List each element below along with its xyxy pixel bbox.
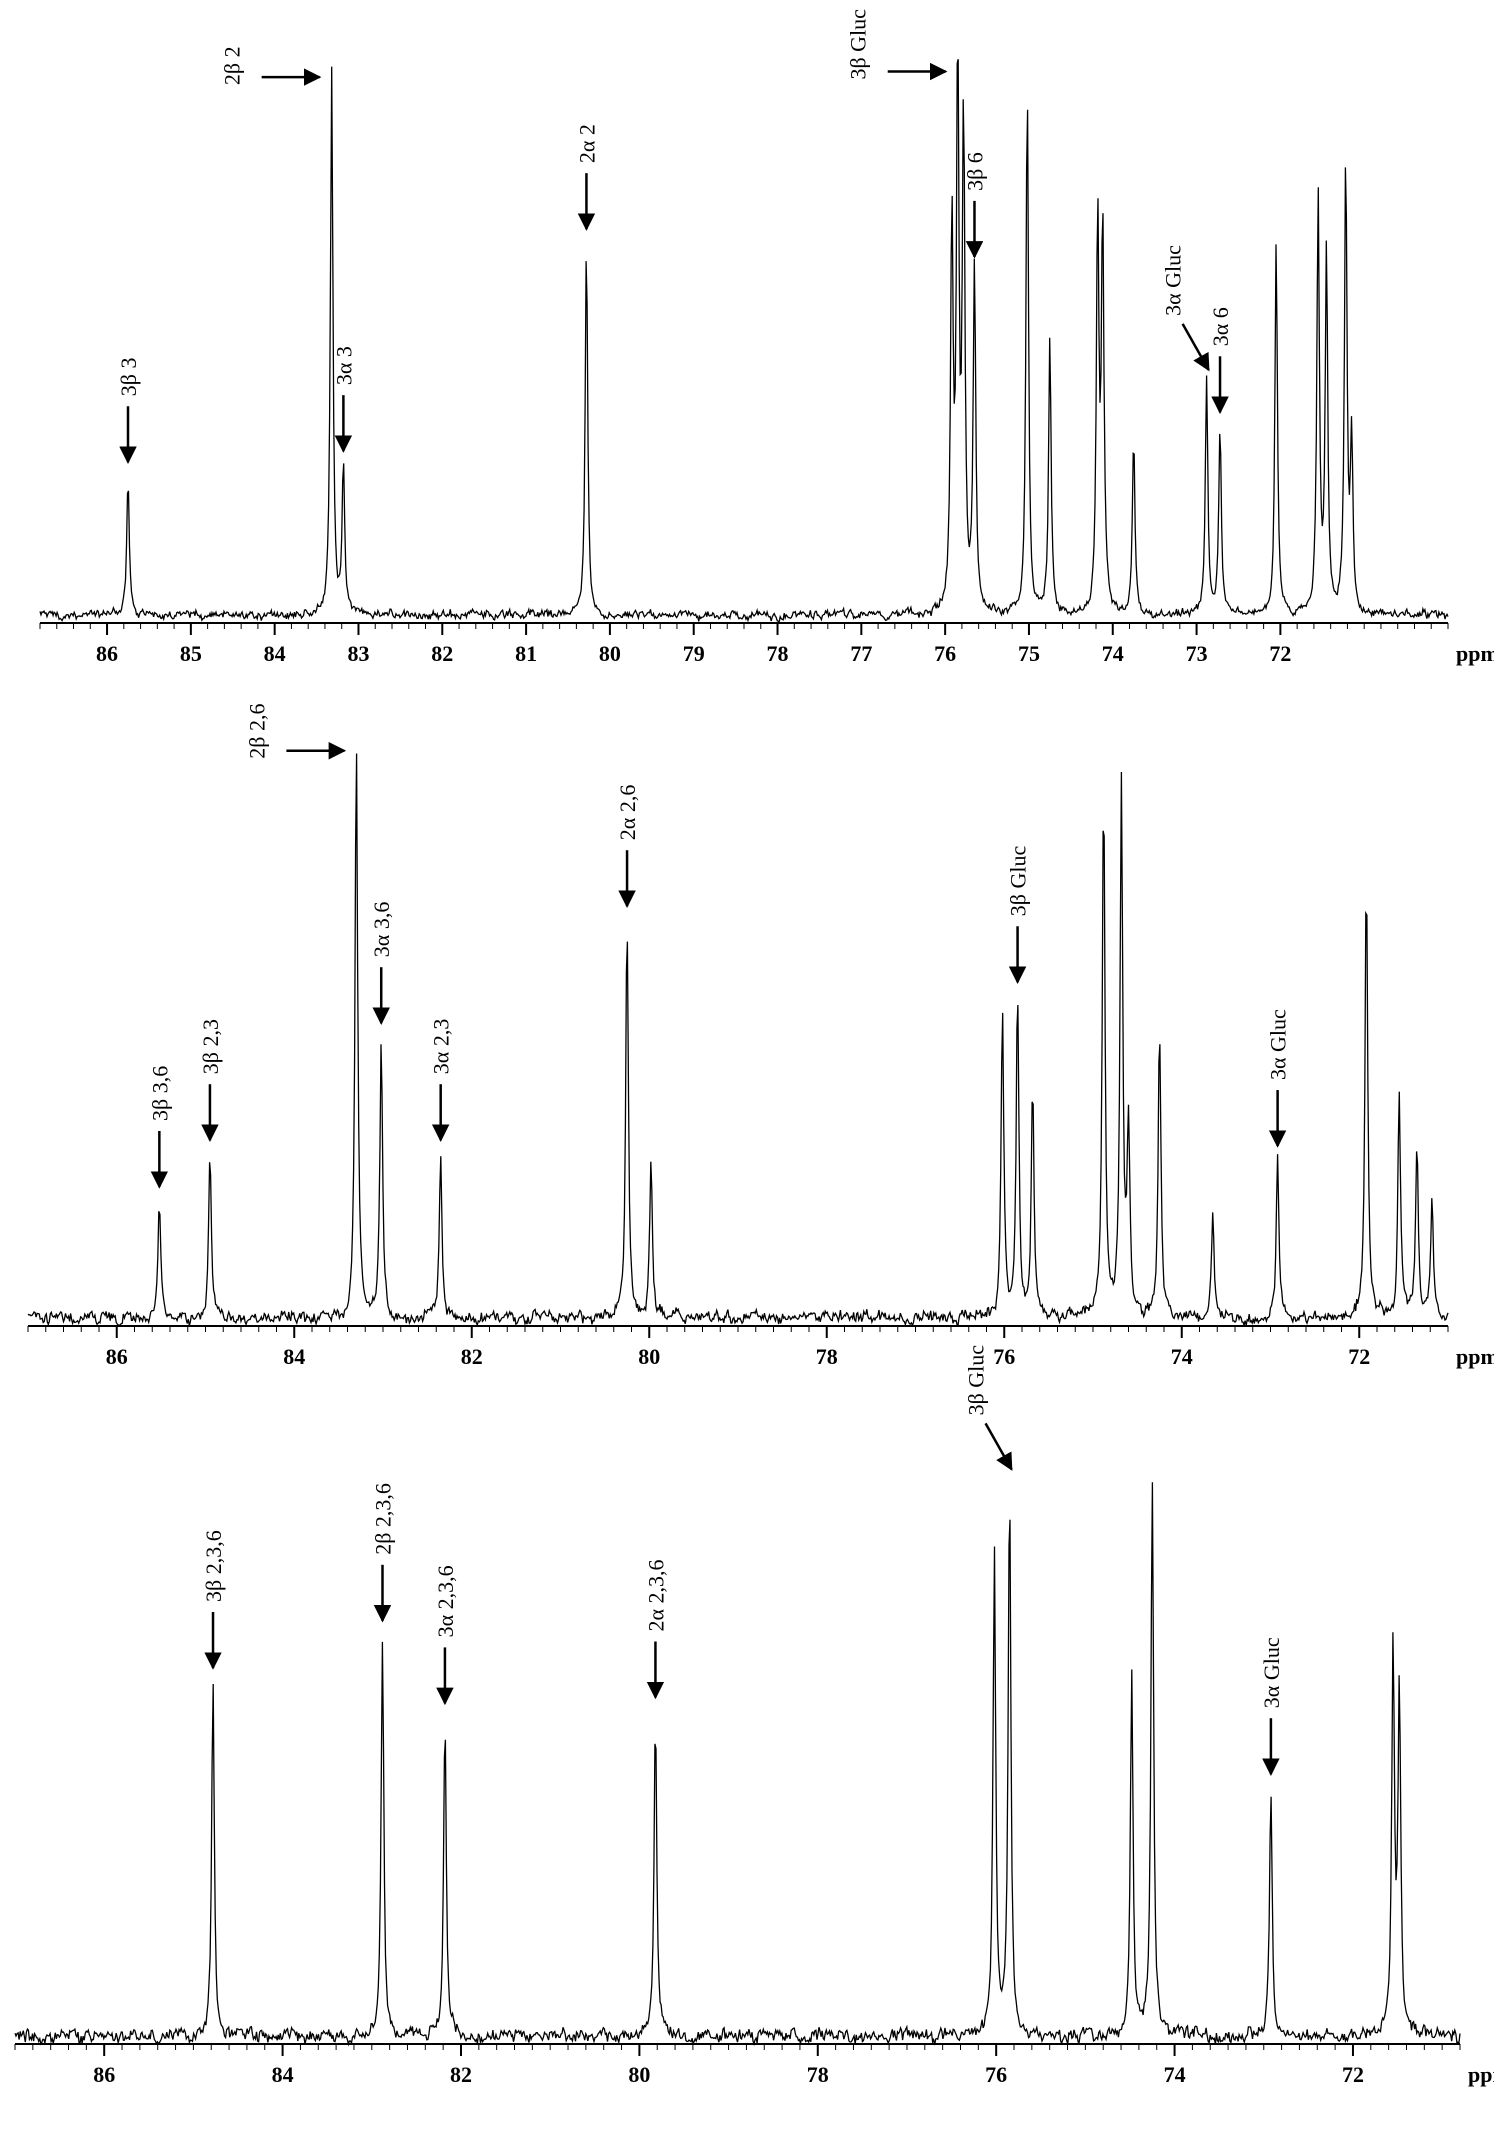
spectrum-trace (27, 753, 1449, 1328)
tick-label: 80 (628, 2062, 650, 2087)
peak-label: 3β Gluc (846, 9, 871, 80)
tick-label: 84 (283, 1344, 305, 1369)
peak-label: 3α Gluc (1161, 245, 1186, 316)
spectrum-panel-1: 86 85 84 83 82 81 80 79 78 77 76 75 74 73 72 ppm 3β 3 2β … (39, 9, 1494, 666)
peak-label: 3α Gluc (1266, 1009, 1291, 1080)
tick-label: 82 (461, 1344, 483, 1369)
tick-label: 81 (515, 641, 537, 666)
peak-annotation: 2β 2,6 (244, 703, 347, 760)
tick-label: 74 (1102, 641, 1124, 666)
tick-label: 72 (1342, 2062, 1364, 2087)
peak-annotation: 3β 3,6 (147, 1066, 172, 1189)
peak-annotation: 2β 2 (220, 46, 322, 86)
peak-annotation: 3α Gluc (1161, 245, 1210, 372)
peak-annotation: 3β 3 (116, 358, 141, 464)
peak-label: 3β 6 (962, 152, 987, 191)
unit-label: ppm (1468, 2062, 1494, 2087)
arrow-diagonal-icon (984, 1422, 1013, 1471)
tick-label: 86 (96, 641, 118, 666)
peak-annotation: 3α Gluc (1266, 1009, 1291, 1148)
tick-label: 84 (272, 2062, 294, 2087)
tick-label: 82 (431, 641, 453, 666)
peak-label: 3α 2,3,6 (433, 1565, 458, 1637)
tick-label: 85 (180, 641, 202, 666)
peak-label: 3β 2,3 (198, 1019, 223, 1074)
tick-label: 86 (106, 1344, 128, 1369)
tick-label: 76 (993, 1344, 1015, 1369)
peak-annotation: 3α 2,3 (429, 1019, 454, 1142)
peak-annotation: 2β 2,3,6 (370, 1483, 395, 1623)
tick-label: 82 (450, 2062, 472, 2087)
peak-annotation: 3α 3 (331, 346, 356, 453)
peak-annotation: 3β 2,3,6 (201, 1530, 226, 1670)
tick-label: 76 (934, 641, 956, 666)
peak-label: 2β 2 (220, 46, 245, 85)
peak-label: 3α Gluc (1259, 1637, 1284, 1708)
tick-label: 72 (1269, 641, 1291, 666)
peak-label: 3β 3,6 (147, 1066, 172, 1121)
peak-annotation: 2α 2,6 (615, 785, 640, 908)
spectrum-panel-2: 86 84 82 80 78 76 74 72 ppm 3β 3,6 3β 2,3 2β 2,6 3α … (27, 703, 1494, 1369)
tick-label: 80 (638, 1344, 660, 1369)
spectrum-trace (39, 59, 1449, 624)
tick-label: 73 (1186, 641, 1208, 666)
peak-annotation: 3β Gluc (846, 9, 948, 81)
peak-annotation: 3α 3,6 (369, 902, 394, 1025)
peak-label: 3α 6 (1208, 307, 1233, 346)
tick-label: 78 (767, 641, 789, 666)
tick-label: 76 (985, 2062, 1007, 2087)
arrow-diagonal-icon (1181, 323, 1210, 372)
peak-label: 3β 3 (116, 358, 141, 397)
peak-annotation: 2α 2,3,6 (643, 1559, 668, 1700)
tick-label: 77 (850, 641, 872, 666)
tick-label: 74 (1164, 2062, 1186, 2087)
peak-annotation: 2α 2 (574, 124, 599, 231)
tick-label: 80 (599, 641, 621, 666)
peak-label: 2α 2 (574, 124, 599, 163)
peak-label: 2β 2,3,6 (370, 1483, 395, 1555)
tick-label: 78 (816, 1344, 838, 1369)
peak-annotation: 3β 6 (962, 152, 987, 259)
peak-label: 2α 2,3,6 (643, 1559, 668, 1631)
peak-label: 3β Gluc (964, 1345, 989, 1416)
peak-label: 2β 2,6 (244, 703, 269, 758)
peak-label: 3β Gluc (1006, 846, 1031, 917)
tick-label: 75 (1018, 641, 1040, 666)
peak-annotation: 3β Gluc (1006, 846, 1031, 984)
tick-label: 78 (807, 2062, 829, 2087)
unit-label: ppm (1456, 1344, 1494, 1369)
peak-annotation: 3β Gluc (964, 1345, 1013, 1471)
tick-label: 74 (1171, 1344, 1193, 1369)
tick-label: 83 (347, 641, 369, 666)
spectrum-panel-3: 86 84 82 80 78 76 74 72 ppm 3β 2,3,6 2β 2,3,6 3α 2,… (14, 1345, 1494, 2087)
tick-label: 79 (683, 641, 705, 666)
peak-annotation: 3α Gluc (1259, 1637, 1284, 1776)
unit-label: ppm (1456, 641, 1494, 666)
peak-annotation: 3β 2,3 (198, 1019, 223, 1142)
tick-label: 84 (264, 641, 286, 666)
peak-label: 2α 2,6 (615, 785, 640, 841)
peak-annotation: 3α 2,3,6 (433, 1565, 458, 1706)
peak-label: 3β 2,3,6 (201, 1530, 226, 1602)
peak-label: 3α 3 (331, 346, 356, 385)
tick-label: 86 (93, 2062, 115, 2087)
spectrum-trace (14, 1482, 1461, 2047)
peak-label: 3α 3,6 (369, 902, 394, 958)
peak-label: 3α 2,3 (429, 1019, 454, 1075)
tick-label: 72 (1348, 1344, 1370, 1369)
peak-annotation: 3α 6 (1208, 307, 1233, 415)
